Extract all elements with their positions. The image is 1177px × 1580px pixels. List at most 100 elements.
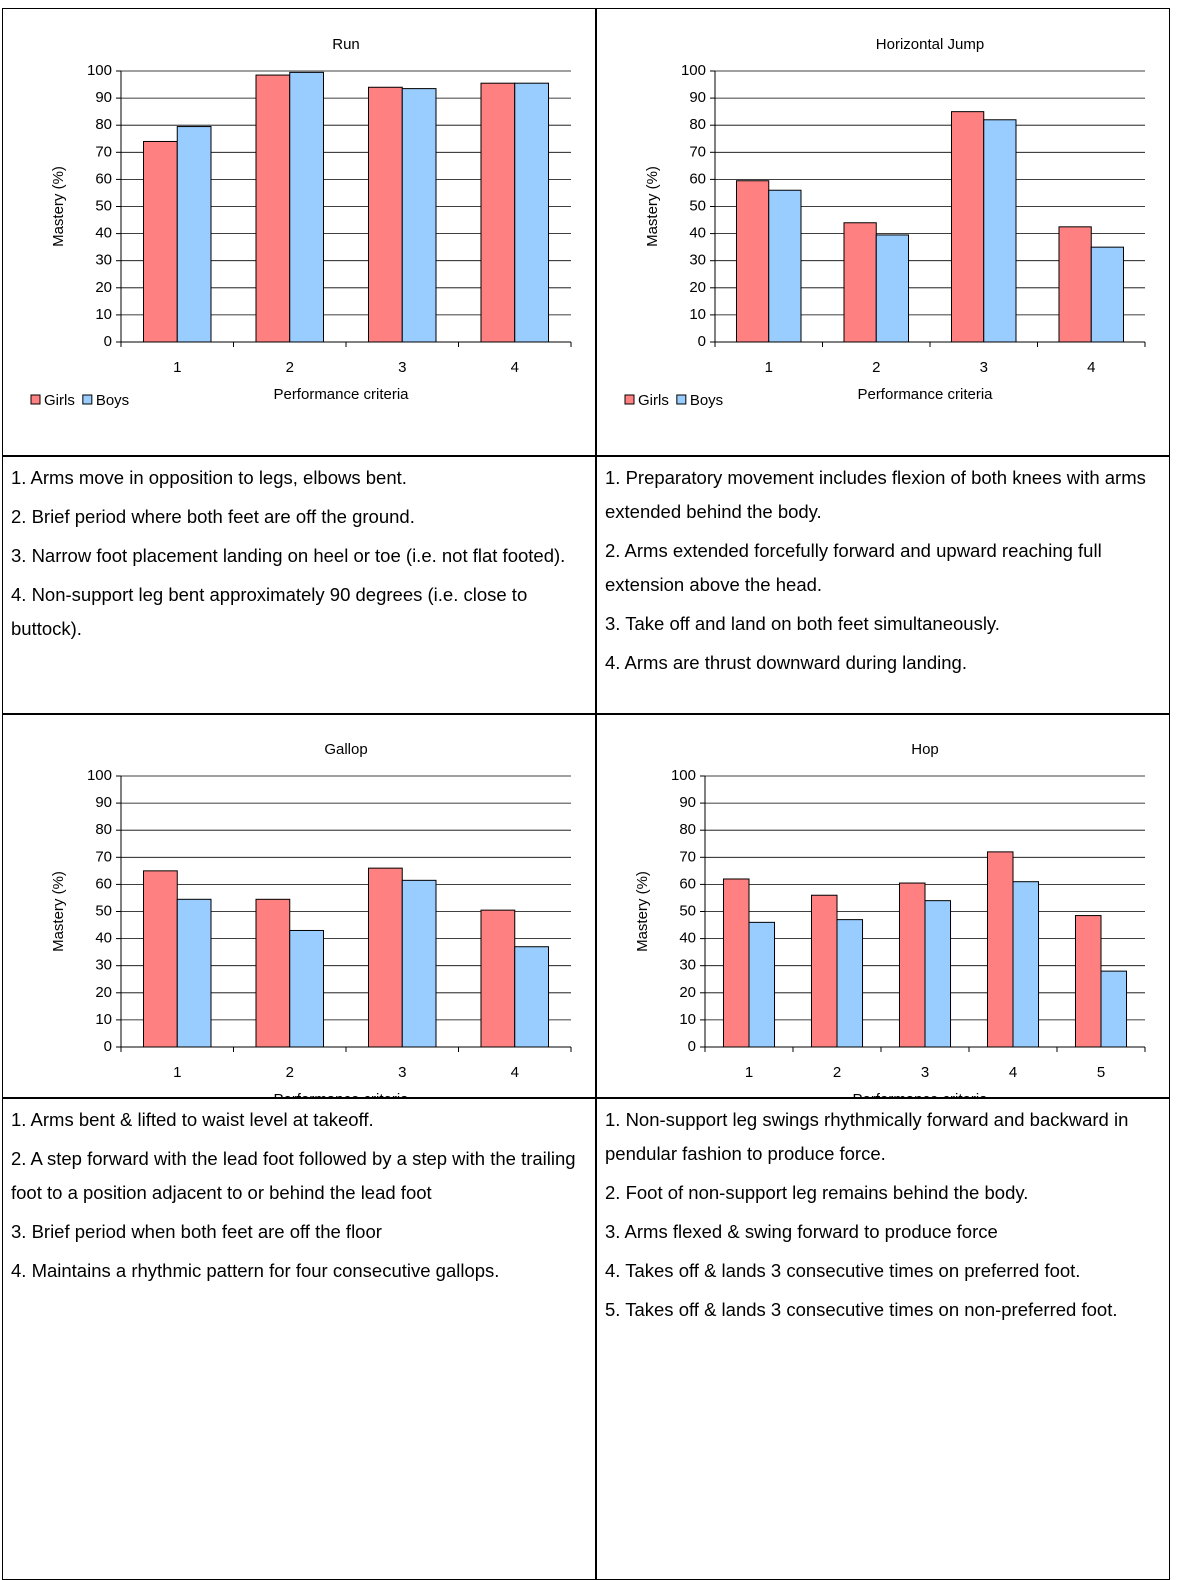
bar (143, 140, 178, 343)
bar (768, 189, 802, 343)
criterion: 4. Takes off & lands 3 consecutive times… (605, 1260, 1081, 1281)
y-tick-label: 100 (681, 62, 706, 79)
y-tick-label: 20 (95, 984, 112, 1001)
bar (843, 222, 877, 343)
y-tick-label: 0 (104, 333, 112, 350)
chart: Run 0 10 20 30 40 50 60 70 80 90 100 1 2 3 4 Performance… (30, 36, 572, 409)
criterion: 2. Arms extended forcefully forward and … (605, 540, 1102, 595)
bar (722, 878, 750, 1048)
bar (368, 867, 403, 1048)
chart: Horizontal Jump 0 10 20 30 40 50 60 70 80 90 100 1 2 3… (624, 36, 1146, 409)
bar (514, 946, 549, 1048)
criteria-cell: 1. Arms move in opposition to legs, elbo… (2, 455, 596, 715)
bar (951, 111, 985, 343)
bar (289, 929, 324, 1048)
criterion: 2. Brief period where both feet are off … (11, 506, 415, 527)
x-tick-label: 4 (511, 1064, 519, 1081)
y-tick-label: 70 (95, 143, 112, 160)
bar (401, 88, 437, 343)
y-tick-label: 90 (95, 794, 112, 811)
x-tick-label: 3 (398, 359, 406, 376)
criterion: 2. A step forward with the lead foot fol… (11, 1148, 576, 1203)
bar (1058, 226, 1092, 343)
bar (368, 86, 403, 343)
criterion: 2. Foot of non-support leg remains behin… (605, 1182, 1029, 1203)
legend-swatch (30, 394, 41, 405)
criterion: 3. Arms flexed & swing forward to produc… (605, 1221, 998, 1242)
y-tick-label: 40 (95, 225, 112, 242)
y-tick-label: 80 (95, 116, 112, 133)
x-axis-label: Performance criteria (273, 386, 409, 403)
x-tick-label: 2 (286, 359, 294, 376)
criteria-cell: 1. Non-support leg swings rhythmically f… (596, 1097, 1170, 1580)
y-tick-label: 100 (87, 767, 112, 784)
y-axis-label: Mastery (%) (50, 166, 67, 247)
y-tick-label: 0 (104, 1038, 112, 1055)
criterion: 3. Take off and land on both feet simult… (605, 613, 1000, 634)
y-tick-label: 70 (679, 848, 696, 865)
x-tick-label: 1 (173, 1064, 181, 1081)
chart-cell: Hop 0 10 20 30 40 50 60 70 80 90 100 1 2 3 4 5 Performanc… (596, 713, 1170, 1099)
bar (924, 900, 952, 1048)
bar (176, 126, 212, 343)
y-tick-label: 60 (689, 170, 706, 187)
y-tick-label: 30 (95, 252, 112, 269)
bar (514, 82, 549, 343)
y-tick-label: 30 (679, 957, 696, 974)
criterion: 1. Preparatory movement includes flexion… (605, 467, 1146, 522)
bar (875, 234, 909, 343)
bar (255, 898, 291, 1048)
y-tick-label: 50 (689, 197, 706, 214)
x-tick-label: 1 (173, 359, 181, 376)
y-tick-label: 100 (87, 62, 112, 79)
y-tick-label: 20 (95, 279, 112, 296)
bar (1090, 246, 1124, 343)
y-tick-label: 20 (679, 984, 696, 1001)
y-tick-label: 30 (689, 252, 706, 269)
chart: Hop 0 10 20 30 40 50 60 70 80 90 100 1 2 3 4 5 Performanc… (634, 741, 1146, 1097)
chart-title: Hop (911, 741, 939, 758)
bar (401, 879, 437, 1048)
bar (1012, 881, 1040, 1048)
criterion: 1. Non-support leg swings rhythmically f… (605, 1109, 1129, 1164)
y-tick-label: 10 (689, 306, 706, 323)
bar (480, 82, 516, 343)
criteria-cell: 1. Arms bent & lifted to waist level at … (2, 1097, 596, 1580)
chart-title: Gallop (324, 741, 367, 758)
bar (289, 71, 324, 343)
legend-swatch (676, 394, 687, 405)
y-tick-label: 60 (95, 170, 112, 187)
x-tick-label: 3 (921, 1064, 929, 1081)
y-tick-label: 70 (689, 143, 706, 160)
y-tick-label: 90 (689, 89, 706, 106)
chart-cell: Horizontal Jump 0 10 20 30 40 50 60 70 80 90 100 1 2 3… (596, 8, 1170, 457)
chart-cell: Gallop 0 10 20 30 40 50 60 70 80 90 100 1 2 3 4 Performa… (2, 713, 596, 1099)
x-tick-label: 3 (398, 1064, 406, 1081)
y-tick-label: 10 (95, 306, 112, 323)
bar (898, 882, 926, 1048)
y-tick-label: 90 (95, 89, 112, 106)
x-axis-label: Performance criteria (273, 1091, 409, 1097)
y-tick-label: 70 (95, 848, 112, 865)
legend-label: Boys (690, 392, 723, 409)
bar (836, 919, 864, 1048)
bar (1100, 970, 1128, 1048)
y-tick-label: 90 (679, 794, 696, 811)
legend-label: Boys (96, 392, 129, 409)
legend-label: Girls (638, 392, 669, 409)
y-tick-label: 40 (95, 930, 112, 947)
y-axis-label: Mastery (%) (644, 166, 661, 247)
chart: Gallop 0 10 20 30 40 50 60 70 80 90 100 1 2 3 4 Performa… (44, 741, 572, 1097)
x-tick-label: 1 (745, 1064, 753, 1081)
legend-swatch (82, 394, 93, 405)
bar (176, 898, 212, 1048)
criterion: 1. Arms move in opposition to legs, elbo… (11, 467, 407, 488)
criteria-cell: 1. Preparatory movement includes flexion… (596, 455, 1170, 715)
x-tick-label: 5 (1097, 1064, 1105, 1081)
bar (255, 74, 291, 343)
y-tick-label: 30 (95, 957, 112, 974)
x-tick-label: 2 (286, 1064, 294, 1081)
y-tick-label: 80 (689, 116, 706, 133)
x-axis-label: Performance criteria (857, 386, 993, 403)
